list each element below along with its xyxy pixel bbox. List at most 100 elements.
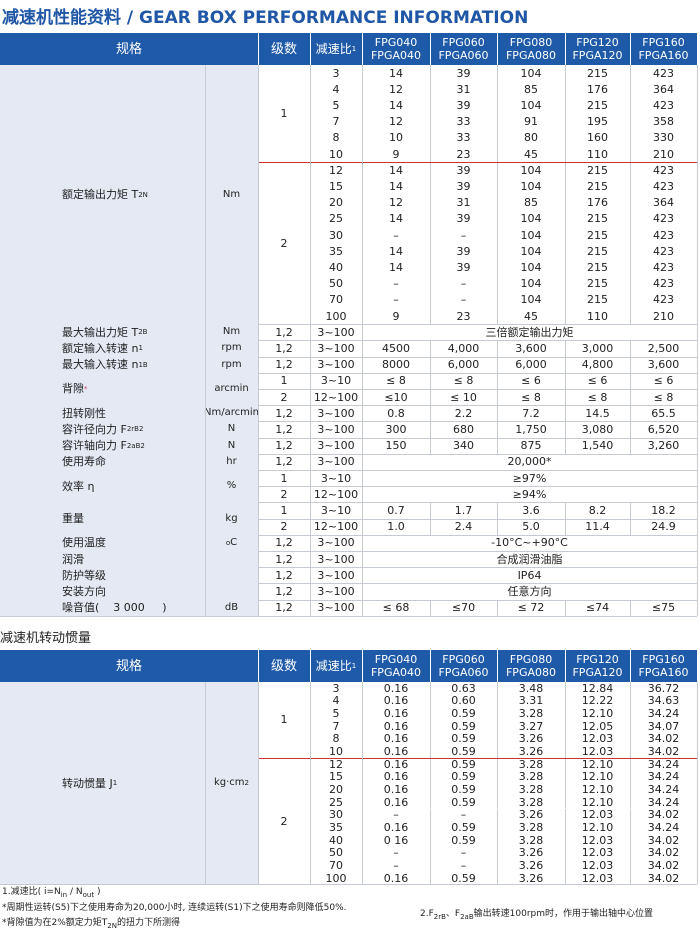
value: 3.28 xyxy=(518,757,544,771)
column-line xyxy=(630,719,631,733)
column-line xyxy=(497,719,498,733)
stage: 2 xyxy=(280,520,288,534)
ratio: 3~10 xyxy=(320,471,352,485)
stage: 1,2 xyxy=(275,584,293,598)
value: 680 xyxy=(453,422,474,436)
column-line xyxy=(630,146,631,163)
column-line xyxy=(362,650,363,682)
value: ≤ 8 xyxy=(653,390,674,404)
column-line xyxy=(430,194,431,211)
column-line xyxy=(205,437,206,454)
column-line xyxy=(430,599,431,616)
value: 2.4 xyxy=(454,520,473,534)
column-line xyxy=(697,437,698,454)
value: – xyxy=(460,846,467,860)
value: 4,000 xyxy=(447,341,480,355)
column-line xyxy=(630,81,631,98)
column-line xyxy=(258,421,259,438)
value: 0.60 xyxy=(451,694,476,708)
column-line xyxy=(697,470,698,503)
column-line xyxy=(362,324,363,341)
unit: arcmin xyxy=(205,372,258,406)
value: 7.2 xyxy=(522,406,540,420)
value: 3.28 xyxy=(518,783,544,796)
value: ≤ 8 xyxy=(386,374,406,388)
text-text: 最大输出力矩 T xyxy=(62,325,139,339)
value: 3.28 xyxy=(518,820,544,834)
column-line xyxy=(205,372,206,406)
value: 0.16 xyxy=(383,757,409,771)
column-line xyxy=(430,437,431,454)
column-line xyxy=(565,389,566,406)
value: 34.07 xyxy=(647,719,680,733)
column-line xyxy=(497,308,498,325)
value: 34.02 xyxy=(647,871,680,885)
footnote: 2.F2rB、F2aB输出转速100rpm时，作用于输出轴中心位置 xyxy=(420,906,653,920)
column-line xyxy=(630,389,631,406)
value: 3.26 xyxy=(518,732,544,746)
column-line xyxy=(497,732,498,746)
ratio: 50 xyxy=(329,277,343,291)
column-line xyxy=(430,146,431,163)
unit: % xyxy=(205,470,258,503)
ratio: 35 xyxy=(329,244,343,258)
column-line xyxy=(565,146,566,163)
column-line xyxy=(565,97,566,114)
value: 33 xyxy=(456,131,471,145)
column-line xyxy=(497,821,498,834)
value: ≤ 68 xyxy=(382,601,410,615)
column-line xyxy=(630,732,631,746)
text-text: 额定输出力矩 T xyxy=(62,188,139,202)
column-line xyxy=(430,340,431,357)
value: 358 xyxy=(653,115,674,129)
unit: dB xyxy=(205,599,258,616)
value: 6,000 xyxy=(447,358,480,372)
value: 12.03 xyxy=(581,833,614,847)
value: 34.24 xyxy=(647,770,680,784)
value: 12 xyxy=(389,115,403,129)
value: 34.24 xyxy=(647,820,680,834)
header-model: FPG120 FPGA120 xyxy=(565,33,630,65)
value: 34.02 xyxy=(647,745,680,759)
ratio: 3~100 xyxy=(317,584,355,598)
column-line xyxy=(565,650,566,682)
column-line xyxy=(565,833,566,847)
ratio: 12 xyxy=(329,163,343,177)
column-line xyxy=(497,275,498,292)
ratio: 3~100 xyxy=(317,439,355,453)
value: 36.72 xyxy=(647,681,680,695)
column-line xyxy=(258,599,259,616)
column-line xyxy=(630,308,631,325)
value: 1.7 xyxy=(454,503,473,517)
value: 0.16 xyxy=(383,681,409,695)
row-line xyxy=(0,551,697,552)
column-line xyxy=(430,421,431,438)
spec-label: 最大输入转速 n 1B xyxy=(0,356,205,373)
column-line xyxy=(258,650,259,682)
value: 0.59 xyxy=(451,833,476,847)
value: 14 xyxy=(389,212,403,226)
column-line xyxy=(430,859,431,872)
column-line xyxy=(310,340,311,357)
ratio: 7 xyxy=(332,719,340,733)
column-line xyxy=(497,599,498,616)
value: 104 xyxy=(520,228,542,242)
column-line xyxy=(430,707,431,720)
column-line xyxy=(205,65,206,325)
column-line xyxy=(430,808,431,822)
column-line xyxy=(430,113,431,130)
column-line xyxy=(310,33,311,65)
text-text: 转动惯量 J xyxy=(62,776,113,790)
ratio: 20 xyxy=(329,196,343,210)
value: 3.27 xyxy=(518,719,544,733)
row-line xyxy=(0,535,697,536)
value: 0.59 xyxy=(451,783,476,796)
unit: N xyxy=(205,437,258,454)
value: 34.24 xyxy=(647,795,680,809)
column-line xyxy=(497,389,498,406)
value: 12 xyxy=(389,82,403,96)
value: 4,800 xyxy=(581,358,614,372)
ratio: 3 xyxy=(332,66,340,80)
column-line xyxy=(565,518,566,535)
text-sub: 2N xyxy=(107,921,117,930)
